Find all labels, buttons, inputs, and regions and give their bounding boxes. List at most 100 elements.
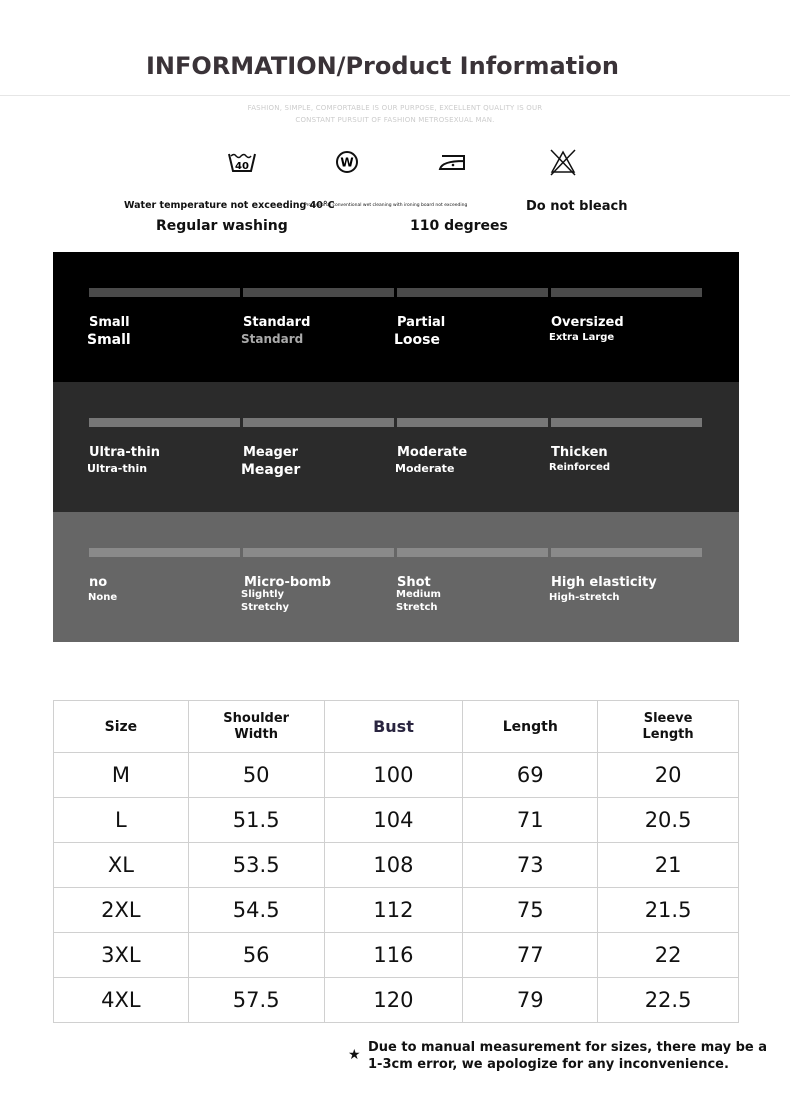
- thickness-panel: Ultra-thin Ultra-thin Meager Meager Modera…: [53, 382, 739, 512]
- svg-text:40: 40: [235, 161, 249, 172]
- header-size: Size: [53, 700, 189, 753]
- fit-sublabel: Small: [87, 332, 131, 348]
- elasticity-sublabel: Slightly Stretchy: [241, 589, 290, 613]
- table-cell: 51.5: [187, 797, 325, 843]
- asterisk-icon: ★: [348, 1047, 361, 1063]
- fit-label: Small: [89, 315, 130, 330]
- elasticity-label: High elasticity: [551, 575, 657, 590]
- scale-segment: [551, 548, 702, 557]
- table-cell: 20.5: [597, 797, 739, 843]
- table-row: XL 53.5 108 73 21: [53, 842, 739, 888]
- slogan-line-1: FASHION, SIMPLE, COMFORTABLE IS OUR PURP…: [247, 104, 543, 112]
- page-title: INFORMATION/Product Information: [146, 52, 619, 80]
- table-cell: 108: [323, 842, 464, 888]
- table-cell: 75: [462, 887, 599, 933]
- no-bleach-icon: [548, 148, 578, 176]
- table-cell: 79: [462, 977, 599, 1023]
- table-cell: 21: [597, 842, 739, 888]
- header-sleeve-text: Sleeve Length: [642, 710, 694, 742]
- table-cell: 20: [597, 752, 739, 798]
- thickness-label: Meager: [243, 445, 299, 460]
- table-cell: 120: [323, 977, 464, 1023]
- table-row: 4XL 57.5 120 79 22.5: [53, 977, 739, 1023]
- scale-segment: [243, 418, 394, 427]
- thickness-sublabel: Reinforced: [549, 462, 611, 473]
- scale-segment: [551, 418, 702, 427]
- scale-segment: [397, 288, 548, 297]
- divider: [0, 95, 790, 96]
- table-row: 3XL 56 116 77 22: [53, 932, 739, 978]
- slogan-line-2: CONSTANT PURSUIT OF FASHION METROSEXUAL …: [295, 116, 495, 124]
- fit-sublabel: Standard: [241, 332, 304, 346]
- table-cell: 69: [462, 752, 599, 798]
- elasticity-panel: no None Micro-bomb Slightly Stretchy Shot M…: [53, 512, 739, 642]
- scale-segment: [397, 548, 548, 557]
- table-cell: M: [53, 752, 189, 798]
- table-cell: 57.5: [187, 977, 325, 1023]
- wash-caption-main: Regular washing: [156, 218, 288, 234]
- table-cell: 22: [597, 932, 739, 978]
- wash-caption: Water temperature not exceeding 40°C: [124, 200, 335, 211]
- table-cell: 73: [462, 842, 599, 888]
- scale-segment: [551, 288, 702, 297]
- header-bust: Bust: [323, 700, 464, 753]
- header-shoulder-text: Shoulder Width: [223, 710, 290, 742]
- wash-40-icon: 40: [227, 148, 257, 176]
- thickness-sublabel: Meager: [241, 462, 301, 478]
- table-cell: 4XL: [53, 977, 189, 1023]
- scale-segment: [243, 288, 394, 297]
- scale-segment: [397, 418, 548, 427]
- scale-segment: [89, 418, 240, 427]
- size-table: Size Shoulder Width Bust Length Sleeve L…: [53, 700, 739, 1023]
- table-cell: 116: [323, 932, 464, 978]
- iron-icon: [438, 148, 468, 176]
- table-cell: 2XL: [53, 887, 189, 933]
- table-cell: 54.5: [187, 887, 325, 933]
- iron-caption: Professional conventional wet cleaning w…: [304, 203, 468, 208]
- table-cell: L: [53, 797, 189, 843]
- thickness-sublabel: Moderate: [395, 462, 455, 475]
- scale-segment: [243, 548, 394, 557]
- table-row: 2XL 54.5 112 75 21.5: [53, 887, 739, 933]
- elasticity-label: Shot: [397, 575, 431, 590]
- table-cell: XL: [53, 842, 189, 888]
- thickness-label: Thicken: [551, 445, 608, 460]
- elasticity-sublabel: Medium Stretch: [396, 589, 441, 613]
- thickness-sublabel: Ultra-thin: [87, 462, 148, 475]
- wet-clean-icon: W: [332, 148, 362, 176]
- footnote: Due to manual measurement for sizes, the…: [368, 1040, 768, 1072]
- elasticity-label: Micro-bomb: [244, 575, 331, 590]
- fit-label: Partial: [397, 315, 446, 330]
- scale-segment: [89, 288, 240, 297]
- svg-text:W: W: [340, 156, 353, 170]
- elasticity-label: no: [89, 575, 108, 590]
- fit-sublabel: Extra Large: [549, 332, 615, 343]
- fit-label: Oversized: [551, 315, 624, 330]
- scale-segment: [89, 548, 240, 557]
- thickness-label: Ultra-thin: [89, 445, 160, 460]
- table-cell: 22.5: [597, 977, 739, 1023]
- table-cell: 112: [323, 887, 464, 933]
- table-cell: 3XL: [53, 932, 189, 978]
- table-cell: 50: [187, 752, 325, 798]
- fit-label: Standard: [243, 315, 311, 330]
- table-cell: 104: [323, 797, 464, 843]
- fit-sublabel: Loose: [394, 332, 440, 348]
- table-cell: 100: [323, 752, 464, 798]
- header-length: Length: [462, 700, 599, 753]
- elasticity-sublabel: High-stretch: [549, 592, 620, 603]
- header-shoulder: Shoulder Width: [187, 700, 325, 753]
- thickness-label: Moderate: [397, 445, 468, 460]
- table-cell: 56: [187, 932, 325, 978]
- table-cell: 71: [462, 797, 599, 843]
- table-cell: 77: [462, 932, 599, 978]
- table-row: M 50 100 69 20: [53, 752, 739, 798]
- iron-caption-main: 110 degrees: [410, 218, 508, 234]
- table-cell: 53.5: [187, 842, 325, 888]
- table-cell: 21.5: [597, 887, 739, 933]
- header-sleeve: Sleeve Length: [597, 700, 739, 753]
- table-header-row: Size Shoulder Width Bust Length Sleeve L…: [53, 700, 739, 753]
- elasticity-sublabel: None: [88, 592, 118, 603]
- table-row: L 51.5 104 71 20.5: [53, 797, 739, 843]
- fit-panel: Small Small Standard Standard Partial Loose…: [53, 252, 739, 382]
